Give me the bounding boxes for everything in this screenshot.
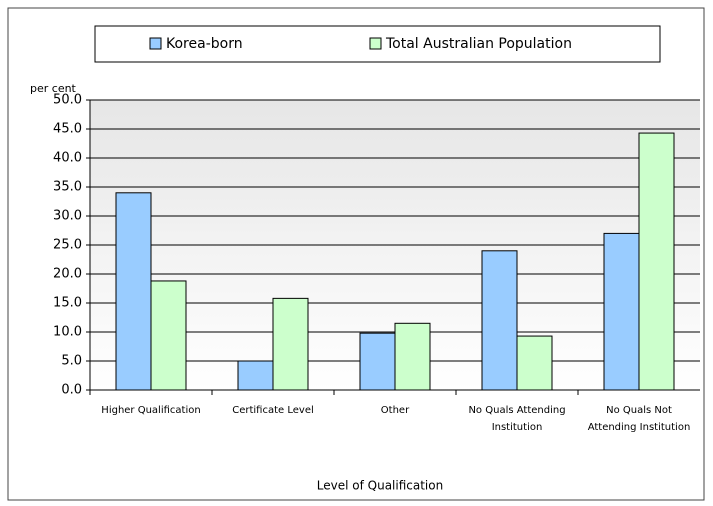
bar [394, 322, 431, 391]
x-axis-label: Level of Qualification [317, 479, 443, 493]
y-tick-label: 30.0 [53, 209, 82, 224]
x-tick-label: Other [380, 405, 410, 416]
y-tick-label: 20.0 [53, 267, 82, 282]
bar [272, 297, 309, 391]
legend-label: Total Australian Population [385, 36, 572, 52]
bar [638, 132, 675, 391]
y-tick-label: 10.0 [53, 325, 82, 340]
y-tick-label: 50.0 [53, 93, 82, 108]
y-tick-label: 25.0 [53, 238, 82, 253]
x-tick-label: Certificate Level [232, 405, 314, 416]
x-tick-label: No Quals Not Attending Institution [587, 405, 691, 433]
y-axis-label: per cent [30, 82, 77, 95]
y-tick-label: 15.0 [53, 296, 82, 311]
y-tick-label: 35.0 [53, 180, 82, 195]
bar [516, 335, 553, 391]
y-tick-label: 5.0 [61, 354, 82, 369]
bar [481, 250, 518, 391]
bar [603, 232, 640, 391]
legend-swatch [149, 37, 162, 50]
x-tick-label: Higher Qualification [101, 405, 201, 416]
legend-swatch [369, 37, 382, 50]
y-tick-label: 45.0 [53, 122, 82, 137]
bar [150, 280, 187, 391]
bar [237, 360, 274, 391]
legend-label: Korea-born [166, 36, 243, 52]
y-tick-label: 40.0 [53, 151, 82, 166]
y-tick-label: 0.0 [61, 383, 82, 398]
bar [359, 332, 396, 391]
x-tick-label: No Quals Attending Institution [468, 405, 566, 433]
bar [115, 192, 152, 391]
